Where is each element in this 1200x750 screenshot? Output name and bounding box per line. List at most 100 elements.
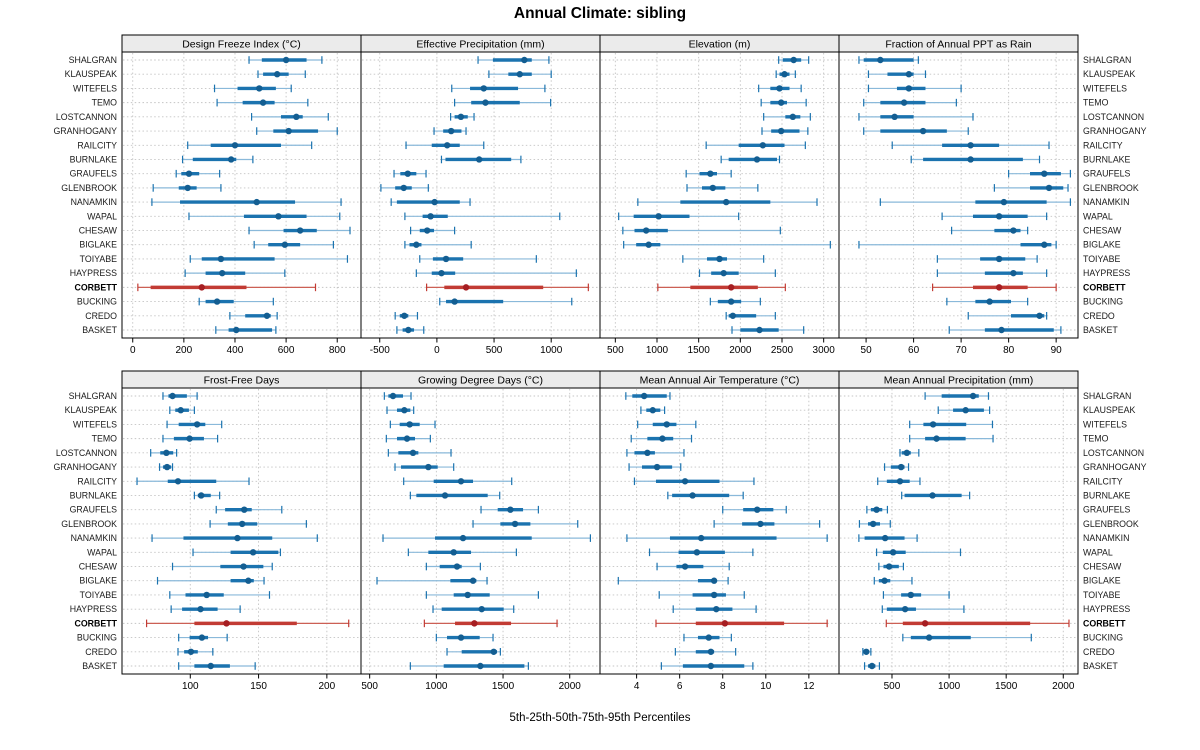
errorbar-biglake (617, 576, 729, 585)
axis-tick-label: 8 (720, 681, 726, 692)
errorbar-basket (660, 662, 754, 670)
errorbar-temo (162, 434, 219, 443)
errorbar-chesaw (425, 562, 481, 571)
median-dot (1041, 170, 1048, 177)
errorbar-graufels (1008, 169, 1071, 178)
median-dot (881, 534, 889, 542)
errorbar-chesaw (656, 562, 730, 571)
station-label-right-basket: BASKET (1083, 325, 1118, 335)
errorbar-lostcannon (626, 449, 685, 457)
station-label-right-haypress: HAYPRESS (1083, 604, 1130, 614)
median-dot (169, 392, 176, 400)
median-dot (443, 142, 451, 149)
median-dot (649, 407, 656, 414)
median-dot (709, 184, 717, 192)
median-dot (885, 563, 893, 570)
station-label-right-temo: TEMO (1083, 98, 1109, 108)
errorbar-wapal (648, 548, 754, 557)
errorbar-corbett (932, 283, 1057, 292)
errorbar-corbett (145, 619, 350, 628)
errorbar-railcity (403, 477, 513, 486)
median-dot (401, 312, 408, 319)
errorbar-toiyabe (425, 591, 539, 599)
median-dot (193, 421, 201, 428)
median-dot (693, 549, 701, 556)
errorbar-biglake (156, 576, 265, 585)
panel-mean-annual-precipitation-mm: 500 1000 1500 2000 Mean Annual Precipitation… (838, 370, 1079, 692)
median-dot (889, 549, 897, 556)
median-dot (441, 492, 449, 499)
errorbar-bucking (683, 633, 732, 642)
errorbar-shalgran (383, 392, 412, 400)
errorbar-corbett (426, 283, 589, 292)
axis-tick-label: 1000 (646, 345, 669, 356)
panel-effective-precipitation-mm: -500 0 500 1000 Effective Precipitation (mm) (360, 34, 601, 356)
median-dot (777, 127, 785, 135)
station-label-left-haypress: HAYPRESS (70, 268, 117, 278)
median-dot (282, 56, 290, 64)
median-dot (511, 520, 519, 528)
station-label-left-credo: CREDO (85, 311, 117, 321)
panel-design-freeze-index-c: 0 200 400 600 800 Design Freeze Index (°C) (121, 34, 362, 356)
errorbar-burnlake (667, 491, 744, 500)
axis-tick-label: 0 (434, 345, 440, 356)
median-dot (789, 113, 797, 121)
station-label-left-chesaw: CHESAW (79, 226, 118, 236)
median-dot (249, 549, 257, 556)
median-dot (707, 648, 715, 655)
station-label-left-temo: TEMO (92, 98, 118, 108)
median-dot (645, 241, 652, 248)
median-dot (198, 492, 205, 499)
median-dot (413, 241, 420, 248)
errorbar-railcity (136, 477, 250, 486)
errorbar-burnlake (901, 491, 971, 500)
errorbar-corbett (137, 283, 317, 292)
station-label-left-lostcannon: LOSTCANNON (56, 112, 117, 122)
station-label-right-railcity: RAILCITY (1083, 476, 1123, 486)
errorbar-haypress (184, 269, 286, 277)
errorbar-graufels (722, 505, 787, 514)
median-dot (163, 449, 170, 457)
panel-background (600, 388, 839, 674)
median-dot (507, 506, 514, 513)
median-dot (281, 241, 289, 248)
errorbar-klauspeak (386, 406, 415, 415)
axis-tick-label: 0 (130, 345, 136, 356)
median-dot (186, 435, 193, 442)
axis-tick-label: 1000 (425, 681, 448, 692)
errorbar-witefels (637, 420, 697, 429)
axis-tick-label: 1500 (995, 681, 1018, 692)
station-label-left-bucking: BUCKING (77, 633, 117, 643)
median-dot (653, 463, 661, 471)
errorbar-nanamkin (151, 534, 318, 542)
station-label-left-toiyabe: TOIYABE (80, 254, 117, 264)
axis-tick-label: 60 (908, 345, 920, 356)
station-label-right-shalgran: SHALGRAN (1083, 55, 1131, 65)
median-dot (516, 71, 523, 78)
errorbar-basket (409, 662, 529, 670)
errorbar-corbett (885, 619, 1070, 628)
median-dot (203, 591, 210, 599)
errorbar-glenbrook (713, 520, 821, 528)
median-dot (238, 520, 246, 528)
median-dot (753, 156, 761, 163)
station-label-left-lostcannon: LOSTCANNON (56, 448, 117, 458)
station-label-right-graufels: GRAUFELS (1083, 505, 1131, 515)
errorbar-glenbrook (993, 184, 1069, 192)
station-label-right-haypress: HAYPRESS (1083, 268, 1130, 278)
errorbar-chesaw (410, 226, 456, 235)
median-dot (729, 312, 737, 319)
errorbar-burnlake (720, 155, 781, 164)
station-label-right-lostcannon: LOSTCANNON (1083, 448, 1144, 458)
median-dot (462, 284, 470, 291)
errorbar-credo (725, 311, 776, 320)
median-dot (1041, 241, 1048, 248)
errorbar-biglake (404, 240, 472, 249)
errorbar-basket (396, 326, 425, 334)
station-label-left-glenbrook: GLENBROOK (61, 519, 117, 529)
errorbar-toiyabe (419, 255, 537, 263)
median-dot (404, 170, 411, 177)
median-dot (231, 142, 239, 149)
errorbar-lostcannon (763, 113, 811, 121)
